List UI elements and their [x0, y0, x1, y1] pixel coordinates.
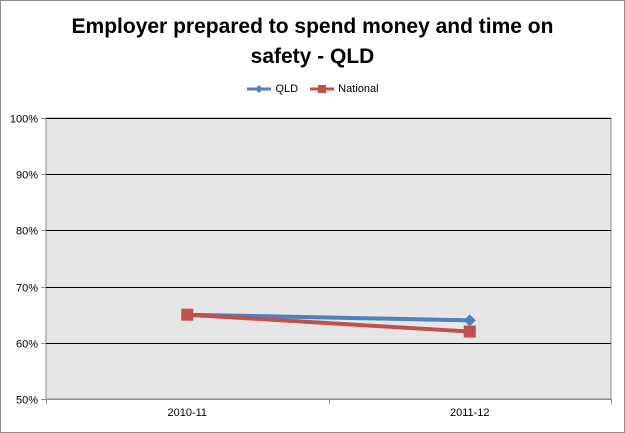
x-tick-label-1: 2011-12: [450, 407, 490, 419]
legend-label-national: National: [338, 83, 379, 95]
x-tick-label-0: 2010-11: [167, 407, 207, 419]
y-tick-label-3: 80%: [16, 226, 38, 238]
y-tick-label-4: 90%: [16, 170, 38, 182]
legend-swatch-qld: [247, 85, 272, 93]
y-tick-label-2: 70%: [16, 283, 38, 295]
chart-legend: QLD National: [0, 83, 625, 97]
plot-area: [45, 117, 612, 400]
series-line-national: [187, 312, 470, 334]
y-tick-label-1: 60%: [16, 339, 38, 351]
legend-swatch-national: [310, 85, 335, 93]
legend-label-qld: QLD: [275, 83, 299, 95]
chart-title: Employer prepared to spend money and tim…: [0, 12, 625, 72]
y-tick-label-5: 100%: [10, 114, 38, 126]
series-point-national-1: [463, 325, 476, 338]
series-point-national-0: [181, 308, 194, 321]
series-point-qld-1: [463, 314, 476, 327]
chart-title-line-1: Employer prepared to spend money and tim…: [71, 15, 554, 38]
y-tick-label-0: 50%: [16, 395, 38, 407]
legend-item-qld: QLD: [246, 83, 298, 95]
legend-item-national: National: [309, 83, 379, 95]
chart-title-line-2: safety - QLD: [250, 45, 375, 68]
